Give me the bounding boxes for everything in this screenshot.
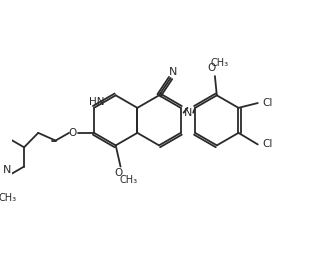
Text: O: O <box>69 128 77 138</box>
Text: HN: HN <box>90 97 105 107</box>
Text: CH₃: CH₃ <box>211 57 229 68</box>
Text: CH₃: CH₃ <box>119 175 137 185</box>
Text: Cl: Cl <box>262 98 273 108</box>
Text: N: N <box>3 166 12 175</box>
Text: O: O <box>207 63 215 73</box>
Text: N: N <box>169 67 178 77</box>
Text: Cl: Cl <box>262 139 273 149</box>
Text: O: O <box>115 168 123 178</box>
Text: N: N <box>184 108 192 118</box>
Text: CH₃: CH₃ <box>0 193 17 203</box>
